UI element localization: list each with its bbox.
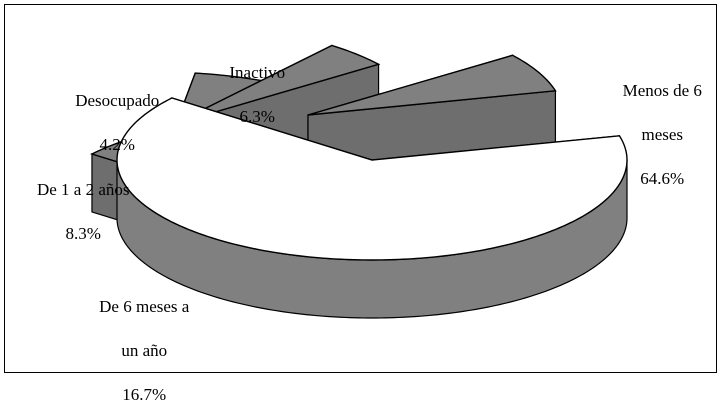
slice-top-desocupado: [173, 44, 381, 125]
label-de-1-a-2-anos-line1: De 1 a 2 años: [36, 180, 130, 199]
label-de-1-a-2-anos: De 1 a 2 años 8.3%: [14, 157, 144, 245]
label-desocupado: Desocupado 4.2%: [58, 68, 168, 156]
label-menos-de-6-meses: Menos de 6 meses 64.6%: [598, 58, 718, 190]
label-de-6-meses-line2: un año: [121, 341, 168, 360]
value-de-6-meses-a-un-ano: 16.7%: [122, 385, 167, 404]
label-de-6-meses-line1: De 6 meses a: [99, 297, 190, 316]
label-inactivo: Inactivo 6.3%: [208, 40, 298, 128]
label-de-6-meses-a-un-ano: De 6 meses a un año 16.7%: [70, 274, 210, 406]
value-inactivo: 6.3%: [239, 107, 275, 126]
label-menos-de-6-meses-line2: meses: [641, 125, 684, 144]
slice-menos-de-6-meses: [116, 97, 628, 319]
value-de-1-a-2-anos: 8.3%: [65, 224, 101, 243]
pie-chart: [90, 44, 628, 319]
slice-top-menos-de-6-meses: [116, 97, 628, 261]
value-menos-de-6-meses: 64.6%: [640, 169, 685, 188]
label-desocupado-line1: Desocupado: [75, 91, 160, 110]
value-desocupado: 4.2%: [99, 135, 135, 154]
label-menos-de-6-meses-line1: Menos de 6: [622, 81, 702, 100]
label-inactivo-line1: Inactivo: [229, 63, 286, 82]
slice-top-inactivo: [307, 54, 557, 116]
